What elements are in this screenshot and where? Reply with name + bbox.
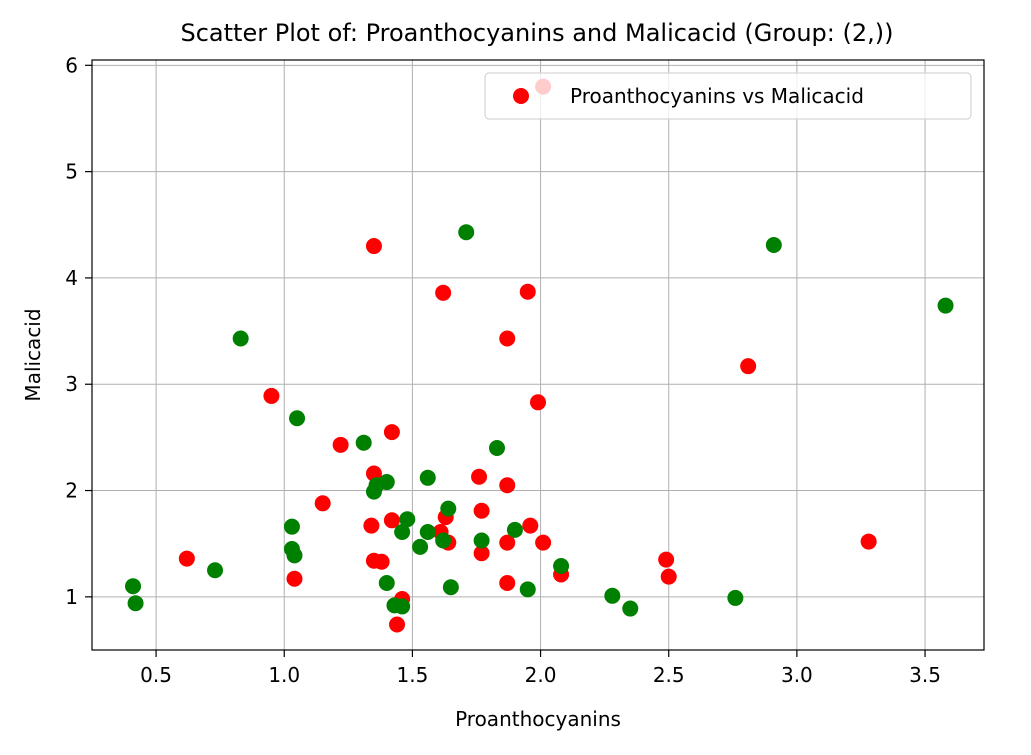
legend-box [484,72,972,120]
data-point [658,551,675,568]
data-point [488,440,505,457]
data-point [473,532,490,549]
data-point [332,436,349,453]
data-points [125,78,954,633]
data-point [499,330,516,347]
data-point [458,224,475,241]
data-point [499,575,516,592]
axis-ticks: 0.5 1.0 1.5 2.0 2.5 3.0 3.5 1 2 3 4 5 6 [65,53,941,687]
data-point [263,387,280,404]
data-point [622,600,639,617]
data-point [383,512,400,529]
data-point [314,495,331,512]
data-point [519,283,536,300]
data-point [499,534,516,551]
data-point [373,553,390,570]
legend-marker [513,88,529,104]
data-point [860,533,877,550]
data-point [473,545,490,562]
data-point [519,581,536,598]
grid-lines [92,60,984,650]
legend: Proanthocyanins vs Malicacid [484,72,972,120]
x-tick-label: 2.0 [525,663,557,687]
data-point [365,238,382,255]
data-point [394,598,411,615]
data-point [506,521,523,538]
data-point [419,469,436,486]
data-point [412,538,429,555]
data-point [937,297,954,314]
data-point [207,562,224,579]
data-point [660,568,677,585]
y-tick-label: 1 [65,585,78,609]
data-point [399,511,416,528]
x-tick-label: 1.0 [268,663,300,687]
plot-frame [91,59,985,651]
data-point [286,547,303,564]
data-point [473,502,490,519]
x-tick-label: 0.5 [140,663,172,687]
data-point [394,524,411,540]
data-point [289,410,306,427]
data-point [522,517,539,534]
y-tick-label: 2 [65,479,78,503]
data-point [435,284,452,301]
x-tick-label: 3.0 [781,663,813,687]
data-point [471,468,488,485]
data-point [535,534,552,551]
x-axis-label: Proanthocyanins [455,707,621,731]
data-point [127,595,144,612]
data-point [553,558,570,575]
data-point [727,589,744,606]
data-point [363,517,380,534]
data-point [442,579,459,596]
y-tick-label: 5 [65,160,78,184]
data-point [355,434,372,451]
data-point [383,424,400,441]
chart-title: Scatter Plot of: Proanthocyanins and Mal… [181,19,894,47]
data-point [440,500,457,517]
y-tick-label: 3 [65,372,78,396]
data-point [125,578,142,595]
data-point [530,394,546,411]
data-point [378,474,395,491]
data-point [178,550,195,567]
data-point [419,524,436,540]
data-point [740,358,757,375]
data-point [765,236,782,253]
data-point [435,532,452,549]
x-tick-label: 1.5 [396,663,428,687]
data-point [232,330,249,347]
x-tick-label: 2.5 [653,663,685,687]
data-point [499,477,516,494]
x-tick-label: 3.5 [909,663,941,687]
y-tick-label: 6 [65,53,78,77]
y-axis-label: Malicacid [21,308,45,401]
y-tick-label: 4 [65,266,78,290]
data-point [378,575,395,592]
data-point [286,570,303,587]
data-point [283,518,300,535]
data-point [389,616,406,633]
legend-label: Proanthocyanins vs Malicacid [570,84,864,108]
data-point [604,587,621,604]
